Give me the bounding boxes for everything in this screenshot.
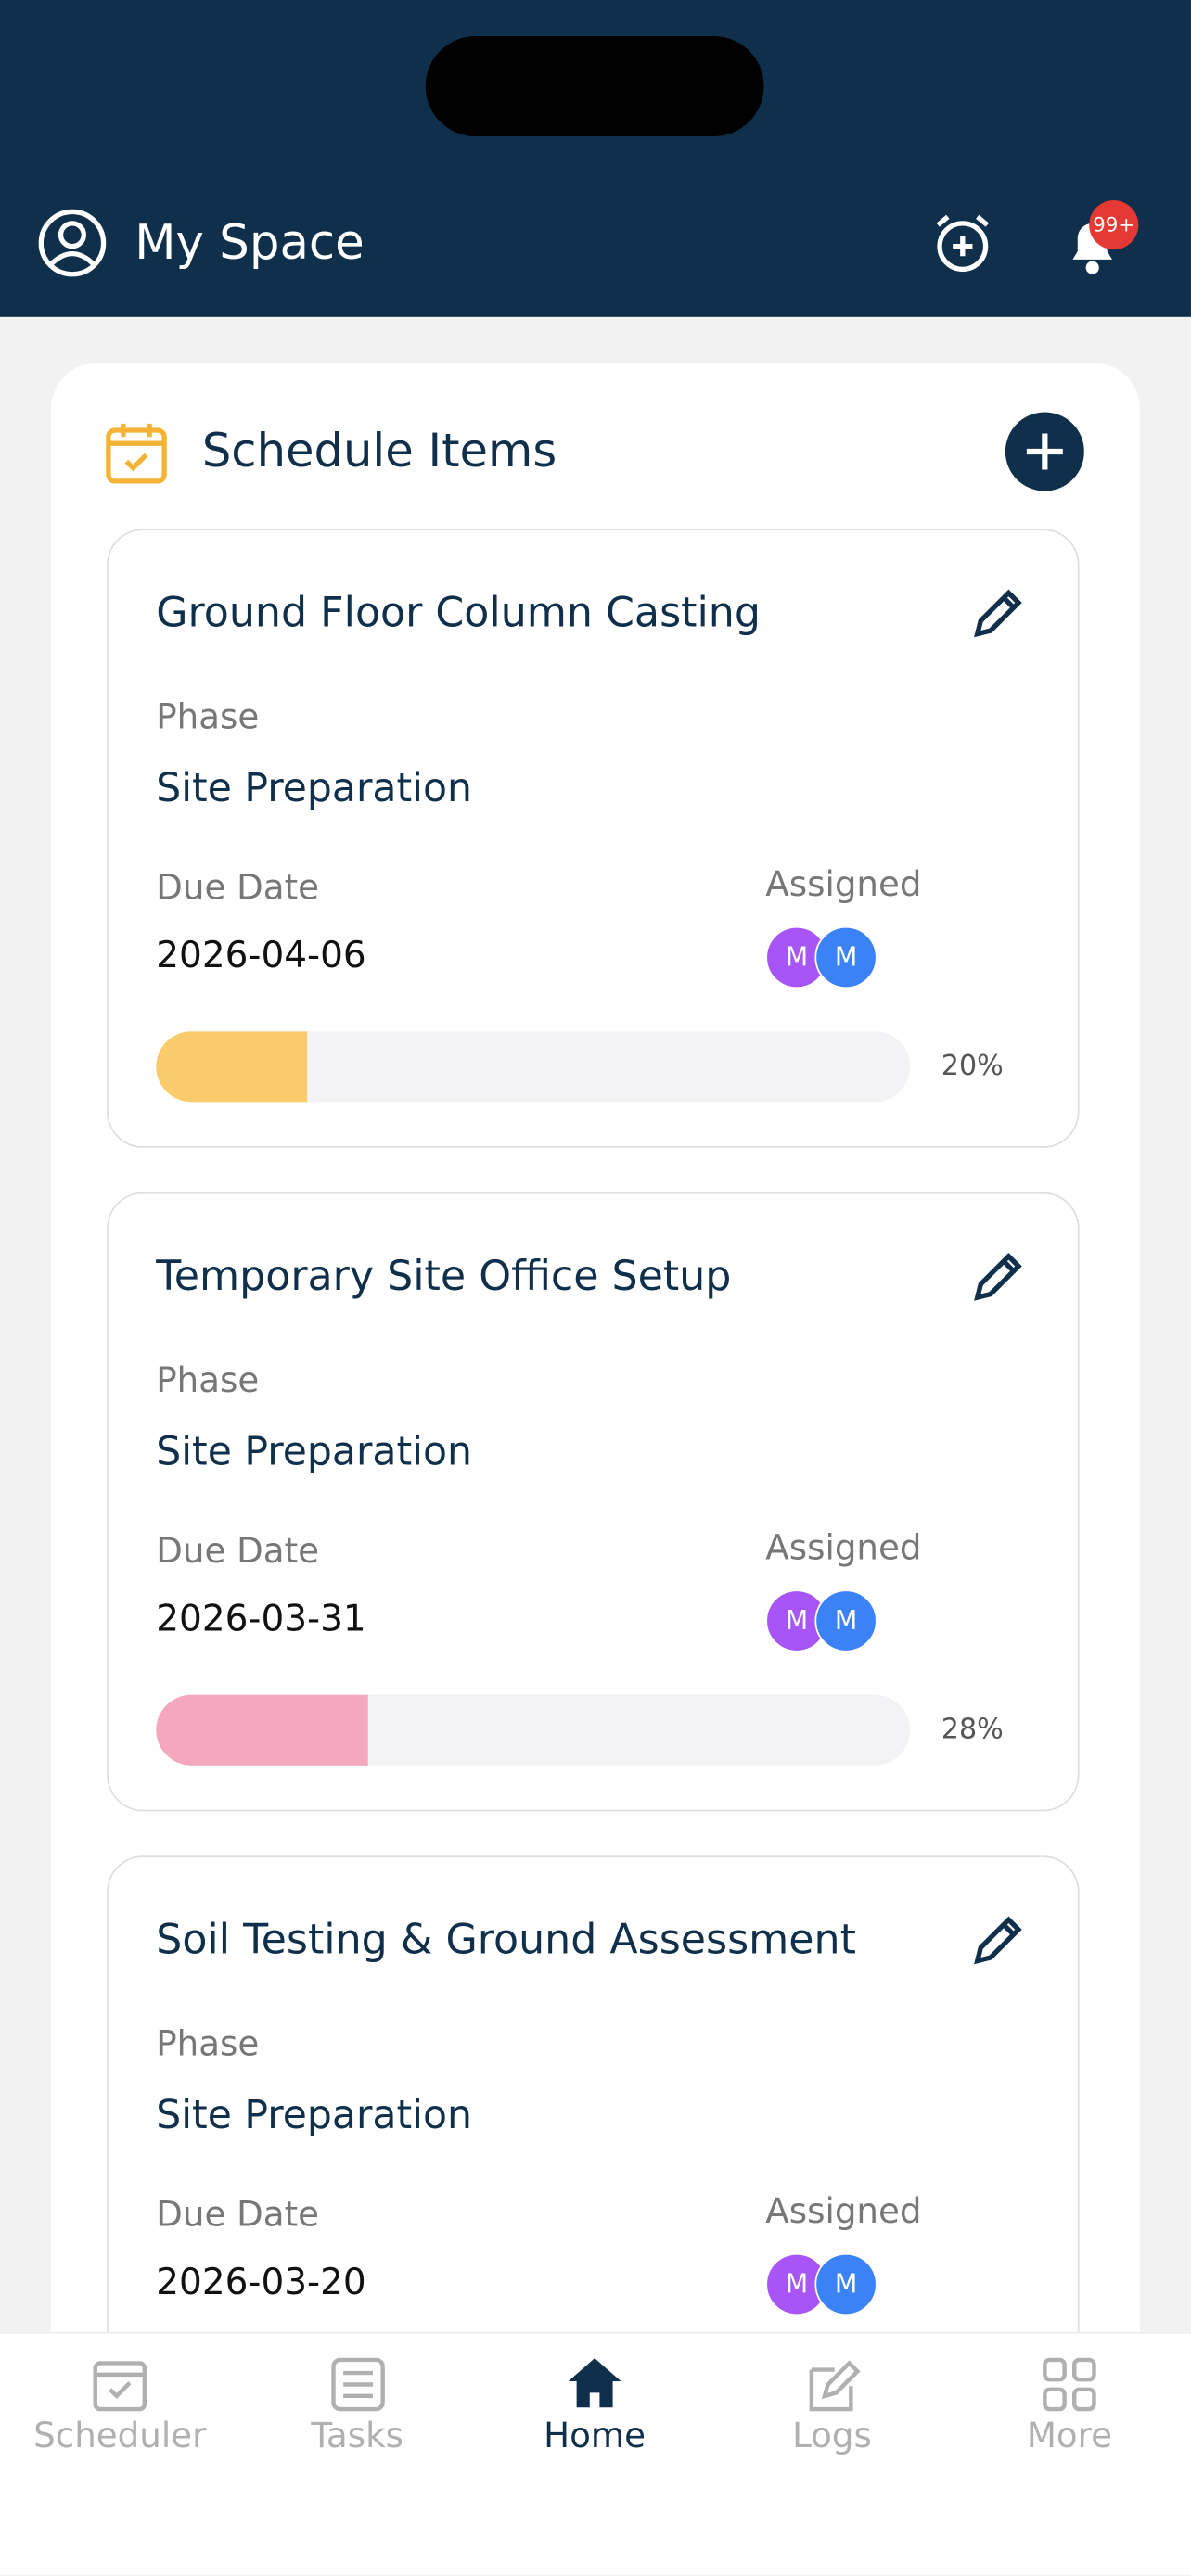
phase-label: Phase [156,2023,260,2064]
header-title: My Space [134,214,365,271]
progress-track [156,1694,911,1766]
assignee-avatar: M [814,925,877,989]
nav-tab[interactable]: Tasks [242,2334,472,2481]
nav-icon [800,2353,863,2416]
phase-value: Site Preparation [156,765,472,811]
dynamic-island [425,35,764,136]
nav-label: Tasks [311,2416,404,2455]
edit-button[interactable] [969,1910,1029,1976]
assignee-avatar: M [814,1589,877,1652]
phase-label: Phase [156,696,260,737]
progress-label: 28% [941,1714,1004,1747]
alarm-icon[interactable] [929,210,995,276]
phase-value: Site Preparation [156,2092,472,2138]
nav-label: Home [544,2416,647,2455]
assigned-label: Assigned [765,1527,922,1568]
nav-tab[interactable]: Home [480,2334,710,2481]
notification-badge: 99+ [1089,200,1139,250]
progress-fill [156,1694,367,1766]
card-title: Ground Floor Column Casting [156,588,761,637]
due-date: 2026-03-31 [156,1599,366,1641]
profile-icon[interactable] [36,207,109,279]
nav-icon [327,2353,389,2416]
assigned-label: Assigned [765,864,922,904]
due-label: Due Date [156,867,320,908]
edit-button[interactable] [969,1246,1029,1312]
nav-label: Logs [792,2416,872,2455]
due-date: 2026-04-06 [156,936,366,977]
nav-tab[interactable]: More [954,2334,1185,2481]
header: My Space 99+ [0,0,1191,317]
progress-track [156,1031,911,1103]
bottom-nav: Scheduler Tasks Home Logs More [0,2331,1191,2575]
calendar-icon [106,423,167,484]
phase-label: Phase [156,1360,260,1400]
nav-icon [1038,2353,1100,2416]
card-title: Temporary Site Office Setup [156,1252,732,1300]
nav-tab[interactable]: Scheduler [5,2334,235,2481]
due-date: 2026-03-20 [156,2263,366,2304]
nav-tab[interactable]: Logs [717,2334,947,2481]
nav-icon [89,2353,151,2416]
progress-label: 20% [941,1050,1004,1083]
card-title: Soil Testing & Ground Assessment [156,1915,856,1964]
edit-button[interactable] [969,583,1029,649]
progress-fill [156,1031,307,1103]
nav-icon [563,2353,625,2416]
due-label: Due Date [156,1531,320,1571]
section-title: Schedule Items [201,423,557,478]
nav-label: More [1026,2416,1113,2455]
assignee-avatar: M [814,2252,877,2316]
phase-value: Site Preparation [156,1428,472,1475]
nav-label: Scheduler [33,2416,207,2455]
assigned-label: Assigned [765,2191,922,2231]
add-button[interactable] [1005,412,1084,491]
due-label: Due Date [156,2194,320,2235]
